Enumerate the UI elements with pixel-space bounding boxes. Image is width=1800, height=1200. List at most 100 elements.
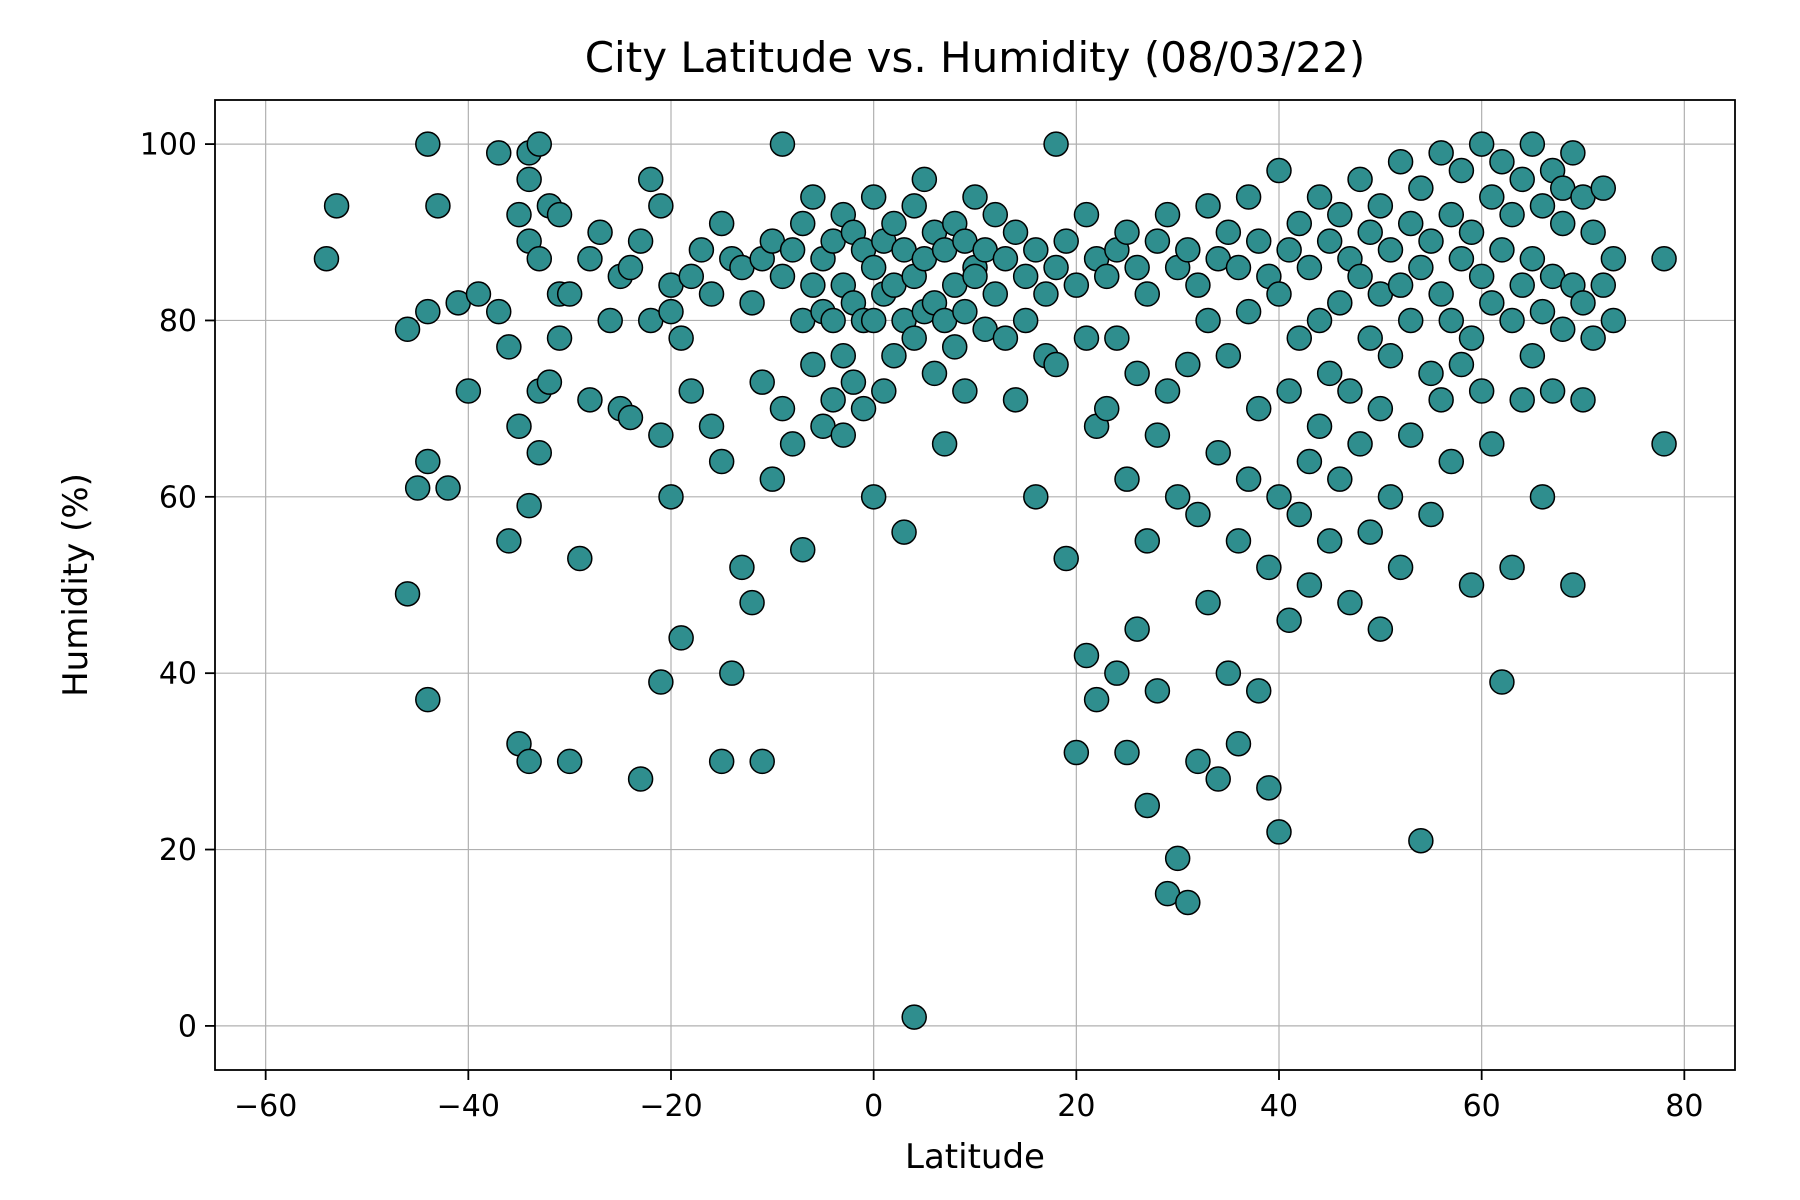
data-point — [700, 414, 724, 438]
x-tick: −60 — [234, 1089, 297, 1124]
data-point — [1125, 617, 1149, 641]
data-point — [517, 494, 541, 518]
data-point — [568, 547, 592, 571]
data-point — [831, 423, 855, 447]
data-point — [1530, 300, 1554, 324]
data-point — [1338, 379, 1362, 403]
data-point — [1135, 793, 1159, 817]
data-point — [801, 353, 825, 377]
data-point — [750, 370, 774, 394]
data-point — [1277, 608, 1301, 632]
data-point — [1297, 573, 1321, 597]
data-point — [892, 520, 916, 544]
data-point — [1176, 890, 1200, 914]
data-point — [1348, 432, 1372, 456]
data-point — [1500, 555, 1524, 579]
data-point — [527, 441, 551, 465]
data-point — [1490, 670, 1514, 694]
data-point — [1419, 361, 1443, 385]
data-point — [1328, 291, 1352, 315]
data-point — [558, 282, 582, 306]
data-point — [1449, 353, 1473, 377]
data-point — [1014, 264, 1038, 288]
data-point — [1206, 767, 1230, 791]
data-point — [953, 379, 977, 403]
data-point — [1571, 291, 1595, 315]
data-point — [1368, 194, 1392, 218]
data-point — [1470, 264, 1494, 288]
data-point — [1308, 308, 1332, 332]
data-point — [679, 264, 703, 288]
data-point — [1297, 256, 1321, 280]
x-tick: 40 — [1260, 1089, 1298, 1124]
data-point — [396, 317, 420, 341]
data-point — [791, 211, 815, 235]
data-point — [1389, 150, 1413, 174]
data-point — [497, 335, 521, 359]
data-point — [1460, 573, 1484, 597]
chart-title: City Latitude vs. Humidity (08/03/22) — [585, 33, 1366, 82]
data-point — [1368, 397, 1392, 421]
data-point — [1308, 185, 1332, 209]
data-point — [882, 211, 906, 235]
data-point — [1044, 132, 1068, 156]
data-point — [436, 476, 460, 500]
data-point — [770, 397, 794, 421]
data-point — [1561, 573, 1585, 597]
data-point — [487, 141, 511, 165]
data-point — [1186, 273, 1210, 297]
data-point — [1318, 229, 1342, 253]
data-point — [720, 661, 744, 685]
data-point — [1581, 220, 1605, 244]
data-point — [922, 361, 946, 385]
data-point — [1541, 379, 1565, 403]
data-point — [1024, 485, 1048, 509]
data-point — [497, 529, 521, 553]
data-point — [1074, 203, 1098, 227]
data-point — [801, 273, 825, 297]
data-point — [659, 485, 683, 509]
data-point — [1115, 467, 1139, 491]
data-point — [1287, 326, 1311, 350]
data-point — [770, 132, 794, 156]
data-point — [1470, 132, 1494, 156]
data-point — [1064, 273, 1088, 297]
data-point — [1145, 679, 1169, 703]
data-point — [487, 300, 511, 324]
data-point — [537, 370, 561, 394]
data-point — [1034, 282, 1058, 306]
data-point — [1460, 220, 1484, 244]
data-point — [862, 256, 886, 280]
data-point — [1581, 326, 1605, 350]
data-point — [1044, 353, 1068, 377]
data-point — [1237, 300, 1261, 324]
data-point — [912, 167, 936, 191]
data-point — [1449, 159, 1473, 183]
data-point — [314, 247, 338, 271]
data-point — [426, 194, 450, 218]
data-point — [1358, 220, 1382, 244]
data-point — [1166, 846, 1190, 870]
data-point — [1054, 229, 1078, 253]
data-point — [1247, 679, 1271, 703]
data-point — [1500, 203, 1524, 227]
data-point — [1054, 547, 1078, 571]
y-tick: 60 — [159, 480, 197, 515]
data-point — [1652, 247, 1676, 271]
data-point — [1591, 273, 1615, 297]
data-point — [1135, 529, 1159, 553]
data-point — [831, 344, 855, 368]
data-point — [598, 308, 622, 332]
data-point — [1196, 194, 1220, 218]
data-point — [1287, 211, 1311, 235]
x-tick: 0 — [864, 1089, 883, 1124]
data-point — [507, 414, 531, 438]
data-point — [1419, 229, 1443, 253]
data-point — [710, 211, 734, 235]
data-point — [689, 238, 713, 262]
data-point — [507, 203, 531, 227]
data-point — [527, 132, 551, 156]
data-point — [629, 767, 653, 791]
data-point — [1389, 555, 1413, 579]
data-point — [1520, 344, 1544, 368]
